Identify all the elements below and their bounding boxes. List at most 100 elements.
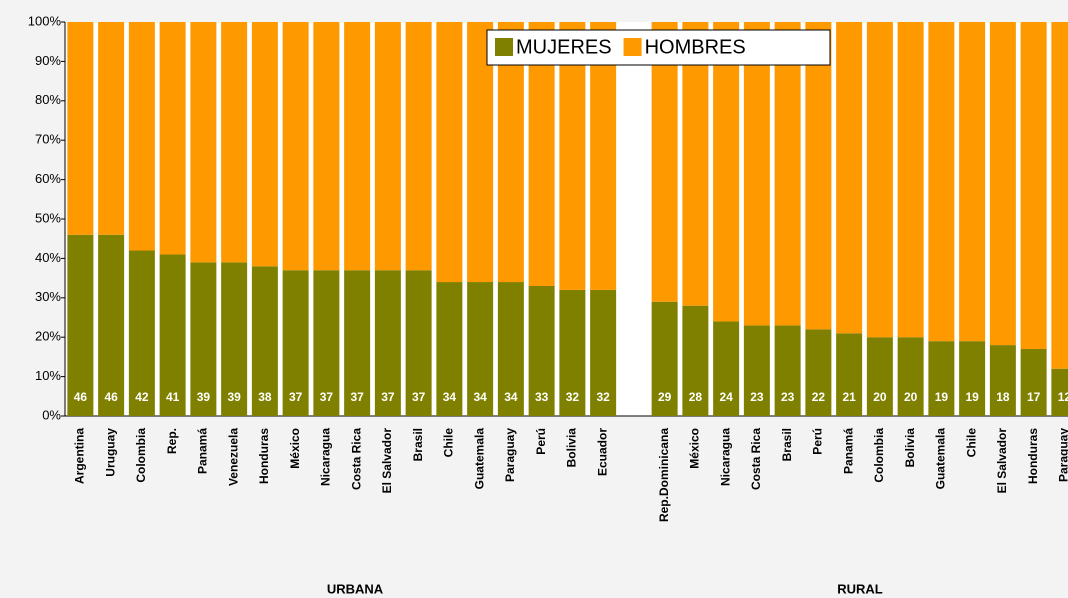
x-tick-label: Bolivia [903,428,917,468]
bar-segment [159,22,186,255]
value-label: 19 [935,390,949,404]
value-label: 20 [904,390,918,404]
value-label: 46 [104,390,118,404]
x-tick-label: Costa Rica [349,428,363,490]
y-tick-label: 10% [35,368,61,383]
bar-segment [528,22,555,286]
bar-segment [221,22,248,263]
x-tick-label: Paraguay [1057,428,1068,482]
x-tick-label: Perú [811,428,825,455]
bar-segment [528,285,555,416]
bar-segment [836,22,863,334]
bar-segment [897,22,924,338]
bar-segment [1051,368,1068,416]
y-tick-label: 90% [35,53,61,68]
value-label: 37 [320,390,334,404]
bar-segment [989,345,1016,416]
x-tick-label: Colombia [134,428,148,483]
value-label: 33 [535,390,549,404]
x-tick-label: Guatemala [934,428,948,490]
bar-segment [497,282,524,416]
bar-segment [436,22,463,283]
value-label: 37 [350,390,364,404]
group-label: URBANA [327,581,384,596]
value-label: 17 [1027,390,1041,404]
bar-segment [1020,349,1047,416]
value-label: 39 [197,390,211,404]
group-label: RURAL [837,581,883,596]
x-tick-label: Brasil [780,428,794,461]
x-tick-label: El Salvador [380,428,394,494]
x-tick-label: Argentina [73,428,87,484]
x-tick-label: Chile [964,428,978,458]
bar-segment [651,22,678,302]
x-tick-label: Panamá [196,428,210,474]
bar-segment [928,22,955,342]
legend-label: MUJERES [516,36,612,58]
bar-segment [559,289,586,416]
value-label: 41 [166,390,180,404]
bar-segment [128,250,155,416]
bar-segment [959,22,986,342]
bar-segment [713,22,740,322]
bar-segment [405,22,432,271]
bar-segment [282,22,309,271]
bar-segment [190,262,217,416]
bar-segment [98,22,125,235]
bar-segment [98,234,125,416]
value-label: 37 [289,390,303,404]
y-tick-label: 40% [35,250,61,265]
x-tick-label: Nicaragua [718,428,732,486]
bar-segment [159,254,186,416]
bar-segment [313,270,340,416]
bar-segment [405,270,432,416]
bar-segment [959,341,986,416]
value-label: 34 [504,390,518,404]
x-tick-label: Honduras [1026,428,1040,484]
value-label: 38 [258,390,272,404]
legend-label: HOMBRES [645,36,746,58]
x-tick-label: Rep. [165,428,179,454]
x-tick-label: Guatemala [472,428,486,490]
x-tick-label: Bolivia [565,428,579,468]
bar-segment [866,22,893,338]
bar-segment [313,22,340,271]
bar-segment [251,266,278,416]
legend-swatch [495,38,513,56]
bar-segment [467,282,494,416]
x-tick-label: Brasil [411,428,425,461]
bar-segment [774,22,801,326]
value-label: 28 [689,390,703,404]
bar-segment [651,301,678,416]
y-tick-label: 100% [28,13,62,28]
value-label: 23 [781,390,795,404]
bar-segment [374,270,401,416]
value-label: 32 [596,390,610,404]
bar-segment [559,22,586,290]
bar-segment [713,321,740,416]
bar-segment [897,337,924,416]
value-label: 19 [965,390,979,404]
value-label: 29 [658,390,672,404]
bar-segment [682,305,709,416]
bar-segment [805,22,832,330]
value-label: 12 [1058,390,1068,404]
x-tick-label: Chile [442,428,456,458]
bar-segment [128,22,155,251]
bar-segment [344,22,371,271]
value-label: 37 [381,390,395,404]
x-tick-label: Perú [534,428,548,455]
y-tick-label: 70% [35,132,61,147]
bar-segment [682,22,709,306]
value-label: 22 [812,390,826,404]
x-tick-label: Ecuador [595,428,609,476]
bar-segment [774,325,801,416]
x-tick-label: Paraguay [503,428,517,482]
x-tick-label: Costa Rica [749,428,763,490]
x-tick-label: Venezuela [226,428,240,486]
y-tick-label: 20% [35,329,61,344]
legend-swatch [623,38,642,56]
value-label: 37 [412,390,426,404]
